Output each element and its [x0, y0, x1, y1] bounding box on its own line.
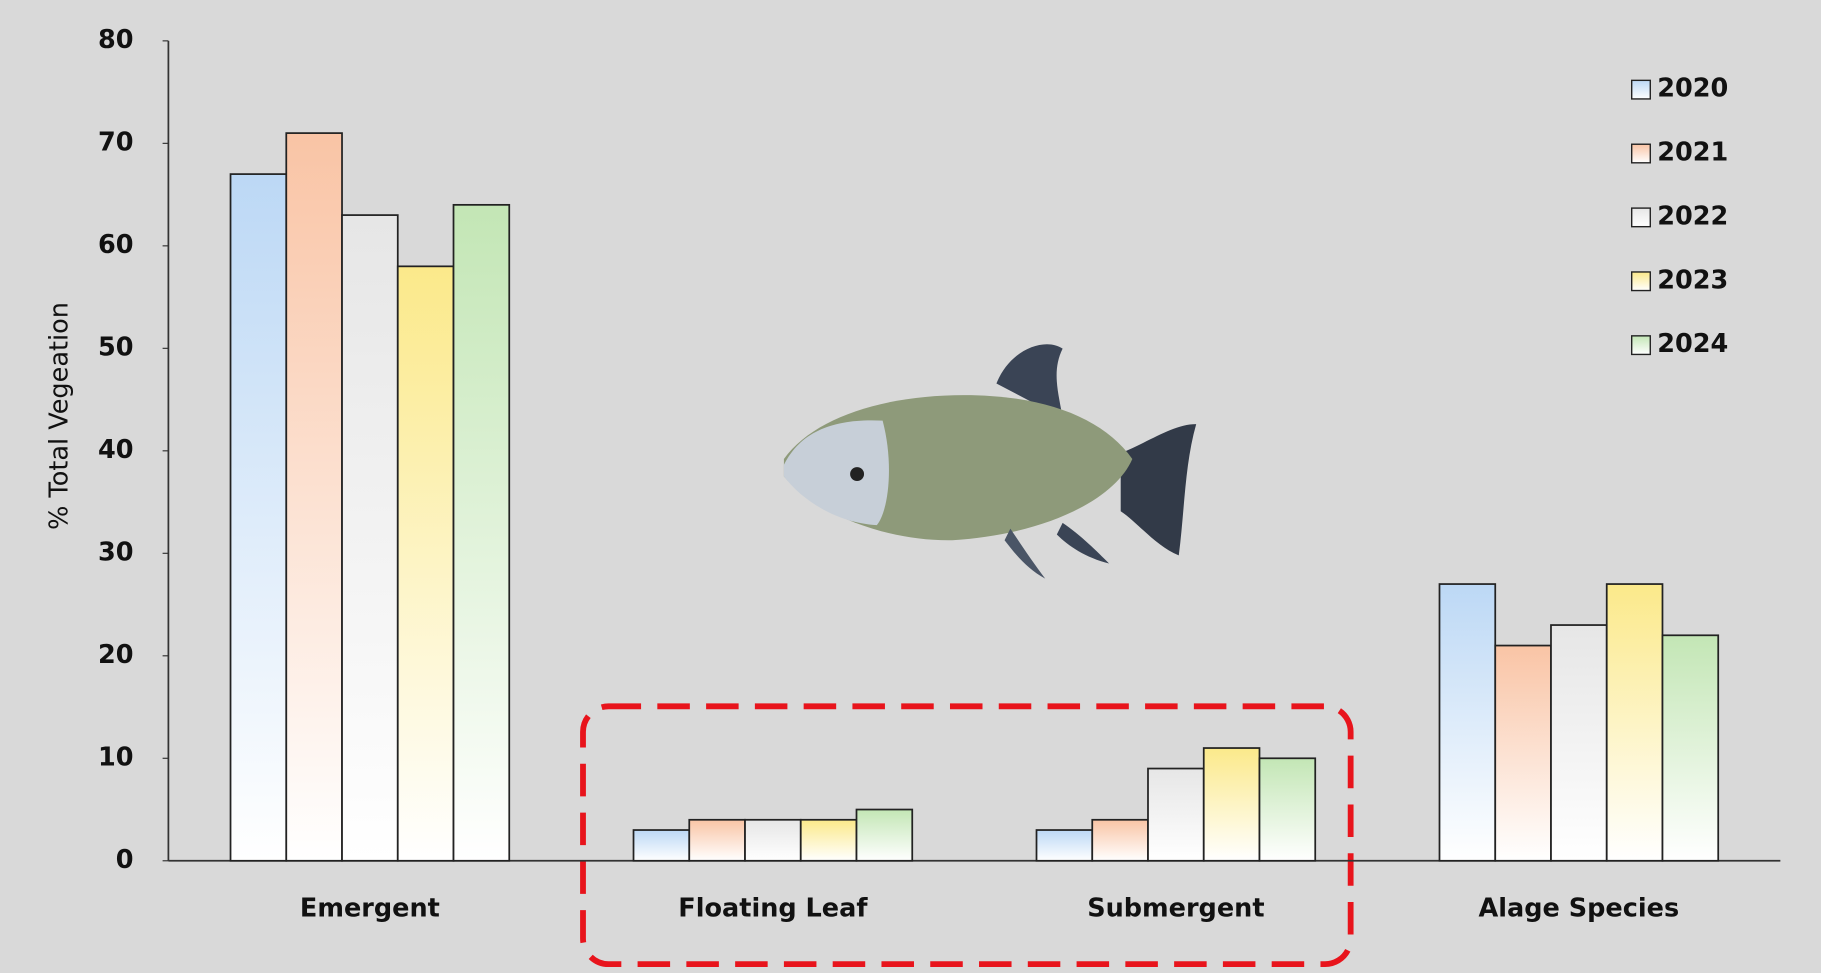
bar	[1605, 583, 1664, 862]
bar	[1258, 757, 1317, 862]
legend-label: 2021	[1657, 138, 1728, 168]
highlight-box	[580, 703, 1354, 968]
legend-swatch	[1631, 335, 1651, 356]
bar	[229, 173, 288, 862]
bar	[1438, 583, 1497, 862]
legend-label: 2023	[1657, 265, 1728, 295]
bar	[285, 132, 343, 862]
legend-label: 2024	[1657, 329, 1728, 359]
bar	[1550, 624, 1608, 862]
y-tick-label: 10	[98, 742, 134, 772]
bar	[1202, 747, 1261, 862]
bar	[744, 818, 802, 862]
y-tick-label: 40	[98, 435, 134, 465]
legend-label: 2020	[1657, 74, 1728, 104]
legend-swatch	[1631, 207, 1651, 228]
fish-illustration	[783, 344, 1197, 579]
y-tick-label: 80	[98, 25, 134, 55]
x-tick-label: Floating Leaf	[678, 894, 868, 924]
bar	[1091, 818, 1149, 862]
bar	[1494, 644, 1552, 862]
bar	[452, 203, 511, 862]
y-tick-label: 60	[98, 230, 134, 260]
y-axis-label: % Total Vegeation	[44, 302, 74, 530]
bar	[1147, 767, 1205, 862]
legend-label: 2022	[1657, 201, 1728, 231]
bar	[688, 818, 746, 862]
legend-swatch	[1631, 79, 1651, 100]
legend-swatch	[1631, 143, 1651, 164]
x-tick-label: Submergent	[1087, 894, 1264, 924]
bar	[799, 818, 858, 862]
legend-swatch	[1631, 271, 1651, 292]
x-tick-label: Emergent	[300, 894, 440, 924]
bar	[632, 829, 691, 862]
y-tick-label: 30	[98, 537, 134, 567]
y-tick-label: 50	[98, 332, 134, 362]
bar	[1035, 829, 1094, 862]
bar	[855, 808, 914, 862]
y-tick-label: 70	[98, 127, 134, 157]
x-tick-label: Alage Species	[1479, 894, 1680, 924]
y-tick-label: 20	[98, 640, 134, 670]
bar	[341, 214, 399, 862]
bar	[1661, 634, 1720, 862]
bar	[396, 265, 455, 862]
y-tick-label: 0	[116, 845, 134, 875]
